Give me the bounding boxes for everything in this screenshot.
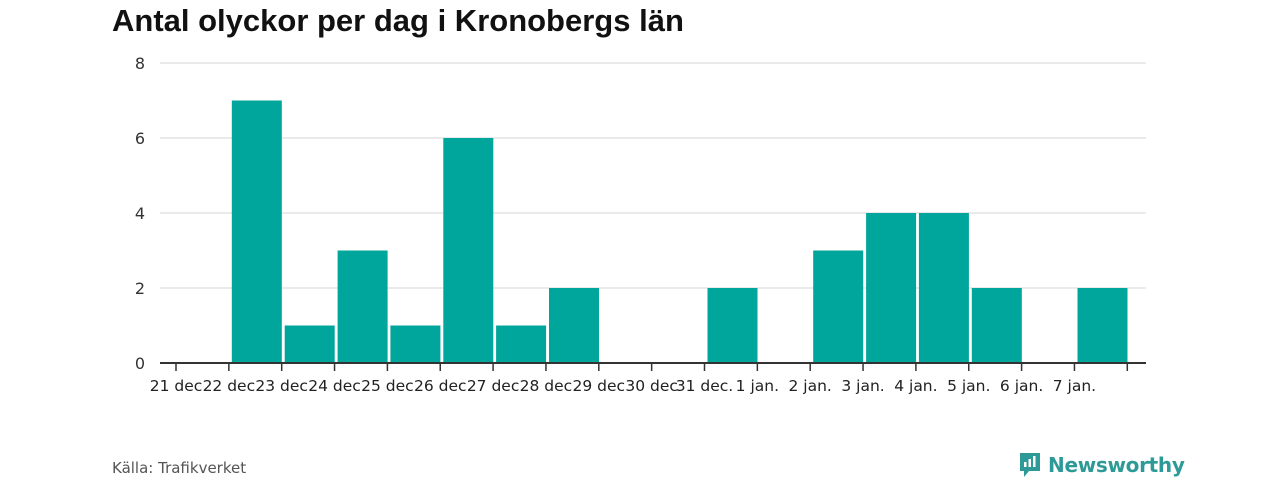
x-tick-label: 29 dec [573, 377, 626, 395]
newsworthy-logo-icon [1020, 453, 1040, 477]
bar [549, 288, 599, 363]
bar [707, 288, 758, 363]
bar [231, 100, 282, 363]
x-tick-label: 24 dec [308, 377, 361, 395]
y-axis-ticks: 0 2 4 6 8 [135, 54, 145, 373]
newsworthy-brand[interactable]: Newsworthy [1018, 450, 1185, 480]
y-tick-label: 0 [135, 354, 145, 373]
bar [496, 325, 547, 363]
bar [971, 288, 1022, 363]
x-tick-label: 30 dec [625, 377, 678, 395]
x-tick-label: 4 jan. [894, 377, 937, 395]
x-tick-label: 1 jan. [736, 377, 779, 395]
x-tick-label: 3 jan. [841, 377, 884, 395]
x-tick-label: 26 dec [414, 377, 467, 395]
x-tick-label: 25 dec [361, 377, 414, 395]
bar [284, 325, 335, 363]
bars [231, 100, 1128, 363]
x-tick-label: 27 dec [467, 377, 520, 395]
source-note: Källa: Trafikverket [112, 459, 247, 477]
bar [337, 250, 388, 363]
x-tick-label: 31 dec. [676, 377, 733, 395]
x-tick-label: 7 jan. [1053, 377, 1096, 395]
grid-lines [160, 62, 1146, 289]
chart-title: Antal olyckor per dag i Kronobergs län [112, 3, 684, 38]
y-tick-label: 6 [135, 129, 145, 148]
y-tick-label: 4 [135, 204, 145, 223]
x-tick-label: 2 jan. [789, 377, 832, 395]
bar [813, 250, 864, 363]
bar [443, 138, 494, 363]
y-tick-label: 8 [135, 54, 145, 73]
x-tick-label: 21 dec [150, 377, 203, 395]
x-tick-label: 6 jan. [1000, 377, 1043, 395]
x-tick-label: 23 dec [255, 377, 308, 395]
bar [866, 213, 917, 363]
brand-name: Newsworthy [1048, 453, 1185, 477]
bar [1077, 288, 1128, 363]
x-axis-ticks: 21 dec 22 dec 23 dec 24 dec 25 dec 26 dec 27 d… [150, 363, 1129, 395]
x-tick-label: 28 dec [520, 377, 573, 395]
bar [390, 325, 441, 363]
y-tick-label: 2 [135, 279, 145, 298]
x-tick-label: 22 dec [203, 377, 256, 395]
x-tick-label: 5 jan. [947, 377, 990, 395]
bar [918, 213, 969, 363]
